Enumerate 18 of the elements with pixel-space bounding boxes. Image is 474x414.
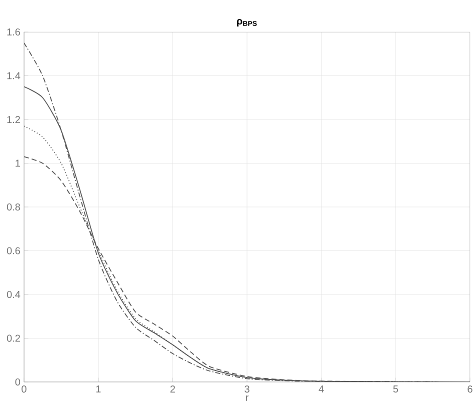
x-tick-label: 6 xyxy=(468,386,472,393)
x-tick-label: 4 xyxy=(318,386,324,392)
x-tick-label: 1 xyxy=(96,386,101,392)
x-axis-title: r xyxy=(246,395,249,401)
y-tick-label: 0.2 xyxy=(6,334,20,342)
x-tick-label: 3 xyxy=(244,386,250,393)
chart-title: ρ$_{BPS}$ xyxy=(237,18,257,26)
y-tick-label: 0.4 xyxy=(6,290,20,298)
y-tick-label: 1.2 xyxy=(7,116,20,123)
x-tick-label: 5 xyxy=(393,386,398,392)
x-tick-label: 2 xyxy=(170,386,175,392)
y-tick-label: 1.6 xyxy=(7,28,20,36)
y-tick-label: 0.6 xyxy=(6,247,20,254)
x-tick-label: 0 xyxy=(22,386,26,393)
y-tick-label: 0.8 xyxy=(6,203,20,211)
y-tick-label: 1.4 xyxy=(7,72,20,80)
y-tick-label: 0 xyxy=(15,378,20,386)
y-tick-label: 1 xyxy=(16,160,20,167)
